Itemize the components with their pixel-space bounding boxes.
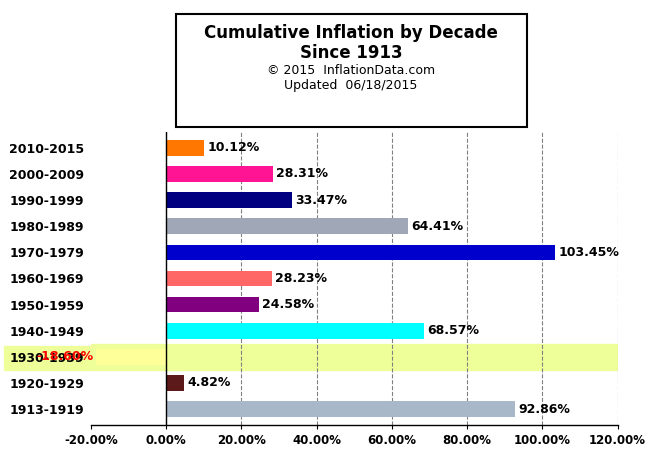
- Text: © 2015  InflationData.com
Updated  06/18/2015: © 2015 InflationData.com Updated 06/18/2…: [267, 64, 435, 92]
- Bar: [166, 401, 515, 417]
- Text: 28.23%: 28.23%: [276, 272, 328, 285]
- Text: 64.41%: 64.41%: [411, 220, 463, 233]
- Bar: [166, 297, 259, 312]
- Text: 4.82%: 4.82%: [187, 377, 231, 389]
- Bar: [166, 244, 555, 260]
- Text: 28.31%: 28.31%: [276, 168, 328, 180]
- Text: 103.45%: 103.45%: [558, 246, 619, 259]
- Text: © 2015  InflationData.com
Updated  06/18/2015: © 2015 InflationData.com Updated 06/18/2…: [267, 64, 435, 92]
- Text: Cumulative Inflation by Decade
Since 1913: Cumulative Inflation by Decade Since 191…: [204, 24, 498, 62]
- Bar: [166, 270, 272, 287]
- Bar: [166, 323, 424, 338]
- Text: 33.47%: 33.47%: [295, 194, 347, 207]
- Bar: [166, 140, 204, 156]
- Text: 10.12%: 10.12%: [207, 141, 259, 154]
- Bar: [166, 219, 408, 234]
- Text: -18.60%: -18.60%: [36, 350, 93, 363]
- Text: Cumulative Inflation by Decade
Since 1913: Cumulative Inflation by Decade Since 191…: [204, 24, 498, 62]
- Bar: [166, 166, 273, 182]
- Bar: [96, 349, 166, 365]
- Text: 92.86%: 92.86%: [519, 403, 570, 416]
- Text: 68.57%: 68.57%: [427, 324, 479, 337]
- Bar: [166, 192, 292, 208]
- Text: 24.58%: 24.58%: [262, 298, 314, 311]
- Bar: [91, 344, 618, 370]
- Bar: [166, 375, 185, 391]
